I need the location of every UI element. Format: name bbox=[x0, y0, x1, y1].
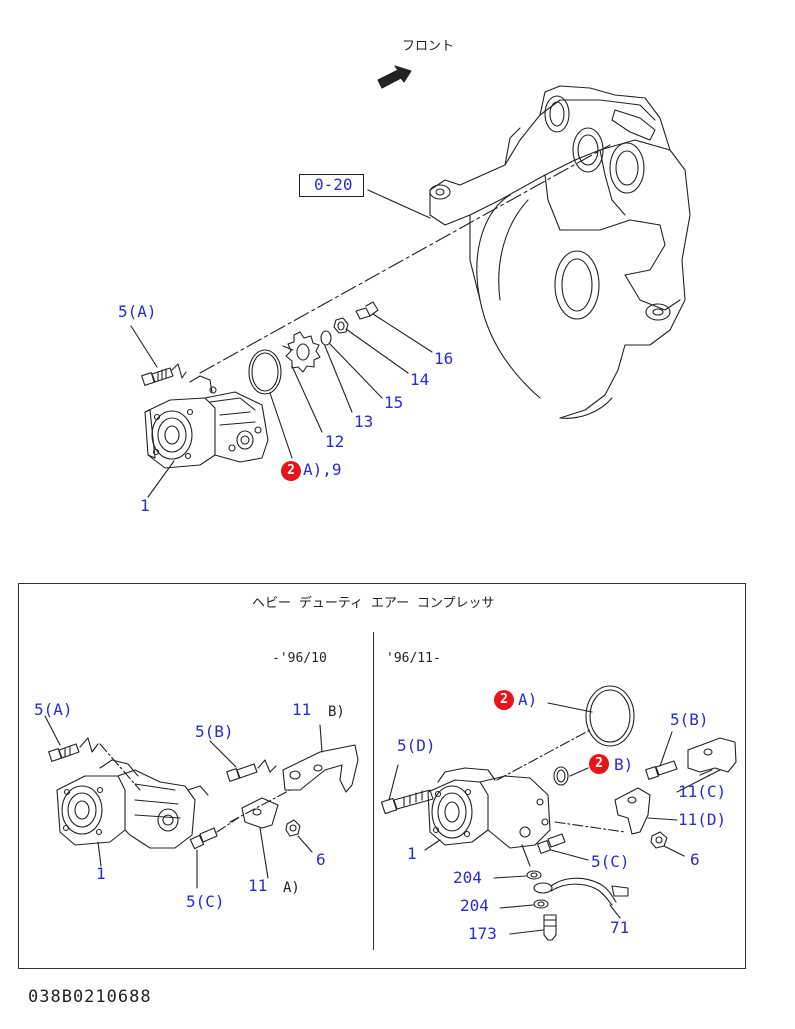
o-ring-main bbox=[248, 349, 293, 459]
bracket-11a bbox=[241, 797, 279, 879]
label-1[interactable]: 1 bbox=[140, 496, 150, 515]
inset-panel bbox=[18, 583, 746, 969]
label-5c-left[interactable]: 5(C) bbox=[186, 892, 225, 911]
label-5c-right[interactable]: 5(C) bbox=[591, 852, 630, 871]
label-204-b[interactable]: 204 bbox=[460, 896, 489, 915]
label-6-left[interactable]: 6 bbox=[316, 850, 326, 869]
label-16[interactable]: 16 bbox=[434, 349, 454, 368]
label-6-right[interactable]: 6 bbox=[690, 850, 700, 869]
label-12[interactable]: 12 bbox=[325, 432, 345, 451]
bracket-11d bbox=[554, 787, 678, 835]
bolt-5b-right bbox=[645, 731, 678, 780]
label-5a-left[interactable]: 5(A) bbox=[34, 700, 73, 719]
label-11b-num[interactable]: 11 bbox=[292, 700, 312, 719]
label-11c[interactable]: 11(C) bbox=[678, 782, 727, 801]
front-arrow-icon bbox=[377, 65, 412, 89]
bolt-5a bbox=[130, 325, 187, 386]
bolt-5d-right bbox=[380, 764, 434, 815]
label-11b-letter: B) bbox=[328, 704, 345, 720]
nut-6-left bbox=[285, 819, 313, 853]
washer-204-b bbox=[499, 899, 549, 909]
part-badge-2-right-a[interactable]: 2 bbox=[494, 690, 514, 710]
label-5a[interactable]: 5(A) bbox=[118, 302, 157, 321]
inset-divider bbox=[373, 632, 374, 950]
inset-title: ヘビー デューティ エアー コンプレッサ bbox=[252, 596, 495, 611]
label-1-right[interactable]: 1 bbox=[407, 844, 417, 863]
label-11a-letter: A) bbox=[283, 880, 300, 896]
label-204-a[interactable]: 204 bbox=[453, 868, 482, 887]
label-173[interactable]: 173 bbox=[468, 924, 497, 943]
label-14[interactable]: 14 bbox=[410, 370, 430, 389]
bracket-11b bbox=[229, 724, 359, 823]
part-badge-2-right-b[interactable]: 2 bbox=[589, 754, 609, 774]
banjo-bolt-173 bbox=[509, 914, 557, 941]
period-right: '96/11- bbox=[386, 651, 441, 666]
nut-14 bbox=[333, 317, 409, 374]
drawing-code: 038B0210688 bbox=[28, 987, 152, 1007]
washer-13 bbox=[320, 330, 353, 413]
flywheel-housing bbox=[429, 85, 691, 419]
pipe-71 bbox=[533, 877, 629, 919]
fitting-16 bbox=[355, 301, 433, 353]
bolt-5c-right bbox=[537, 833, 589, 861]
label-2a-right[interactable]: A) bbox=[518, 690, 538, 709]
bolt-5b-left bbox=[209, 740, 277, 782]
washer-204-a bbox=[493, 870, 542, 880]
bolt-5c-left bbox=[189, 817, 239, 889]
bracket-11c bbox=[676, 737, 737, 793]
period-left: -'96/10 bbox=[272, 651, 327, 666]
bolt-5a-left bbox=[44, 715, 141, 791]
front-label: フロント bbox=[402, 39, 455, 54]
air-compressor-main bbox=[144, 375, 269, 498]
label-2a-9[interactable]: A),9 bbox=[303, 460, 342, 479]
label-5b-right[interactable]: 5(B) bbox=[670, 710, 709, 729]
reference-box-0-20[interactable]: 0-20 bbox=[299, 174, 364, 197]
label-71[interactable]: 71 bbox=[610, 918, 630, 937]
small-ring-right bbox=[553, 766, 589, 786]
label-15[interactable]: 15 bbox=[384, 393, 404, 412]
air-compressor-left bbox=[56, 759, 209, 867]
label-11d[interactable]: 11(D) bbox=[678, 810, 727, 829]
air-compressor-right bbox=[424, 729, 591, 867]
part-badge-2[interactable]: 2 bbox=[281, 461, 301, 481]
label-13[interactable]: 13 bbox=[354, 412, 374, 431]
nut-6-right bbox=[650, 831, 685, 857]
label-2b-right[interactable]: B) bbox=[614, 755, 634, 774]
label-5b-left[interactable]: 5(B) bbox=[195, 722, 234, 741]
washer-15 bbox=[329, 343, 383, 399]
label-1-left[interactable]: 1 bbox=[96, 864, 106, 883]
label-11a-num[interactable]: 11 bbox=[248, 876, 268, 895]
o-ring-right bbox=[547, 685, 635, 747]
label-5d-right[interactable]: 5(D) bbox=[397, 736, 436, 755]
gear-12 bbox=[282, 331, 323, 433]
